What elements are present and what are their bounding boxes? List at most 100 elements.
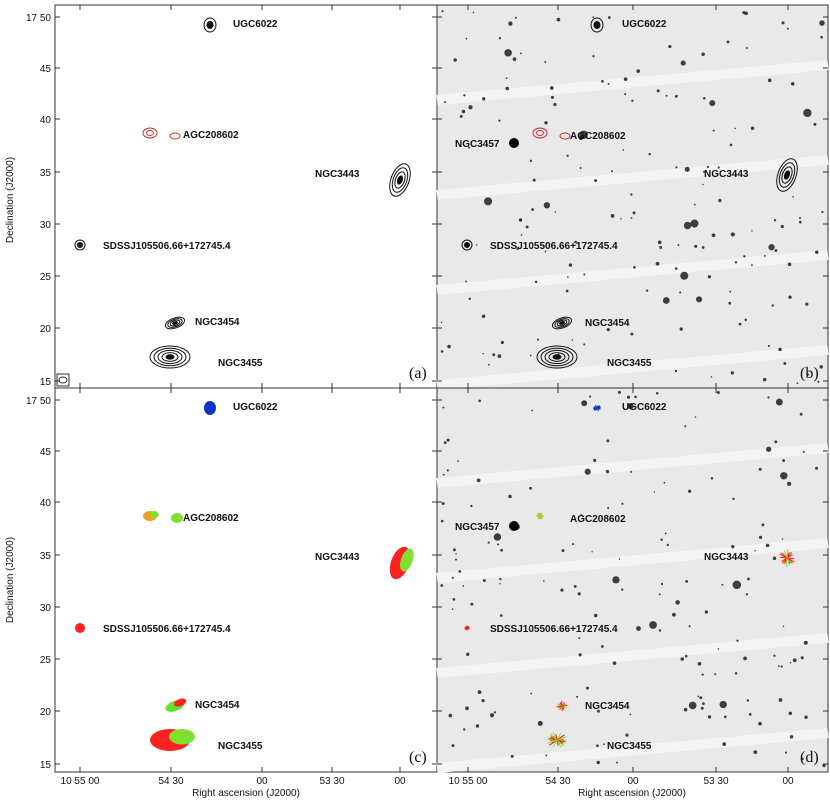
velocity-field (75, 623, 85, 633)
star (778, 348, 782, 352)
star (743, 255, 745, 257)
star (586, 687, 589, 690)
star (578, 592, 581, 595)
star (447, 469, 449, 471)
star (711, 477, 713, 479)
ra-tick-label: 53 30 (319, 776, 344, 787)
source-label: SDSSJ105506.66+172745.4 (103, 624, 231, 635)
panel-label: (d) (800, 749, 819, 766)
star (634, 396, 637, 399)
star (613, 661, 617, 665)
velocity-field (171, 513, 183, 523)
star (504, 49, 511, 56)
dec-tick-label: 30 (40, 603, 52, 614)
star (689, 625, 691, 627)
star (581, 400, 587, 406)
star (497, 543, 499, 545)
star (788, 263, 792, 267)
star (452, 577, 454, 579)
source-label: UGC6022 (233, 402, 278, 413)
star (531, 410, 533, 412)
dec-tick-label: 17 50 (26, 13, 51, 24)
star (819, 365, 822, 368)
star (557, 18, 561, 22)
star (734, 128, 736, 130)
star (822, 764, 825, 767)
star (591, 551, 592, 552)
source-label: NGC3443 (315, 169, 360, 180)
star (778, 665, 780, 667)
star (728, 302, 731, 305)
star (780, 472, 787, 479)
source-label: NGC3454 (585, 701, 630, 712)
source-label: AGC208602 (183, 513, 239, 524)
star (463, 728, 465, 730)
panel-label: (b) (800, 365, 819, 382)
velocity-field (150, 511, 159, 518)
ra-tick-label: 00 (394, 776, 406, 787)
star (804, 716, 807, 719)
panel: 17 5045403530252015(a)UGC6022AGC208602NG… (26, 5, 437, 388)
star (666, 95, 668, 97)
star (736, 640, 738, 642)
source-label: SDSSJ105506.66+172745.4 (490, 241, 618, 252)
star (774, 219, 776, 221)
star (630, 193, 632, 195)
star (776, 399, 783, 406)
star (601, 80, 604, 83)
star (707, 166, 709, 168)
star (709, 100, 715, 106)
star (607, 507, 609, 509)
star (576, 696, 578, 698)
star (608, 16, 611, 19)
star (611, 214, 615, 218)
star (633, 266, 636, 269)
star (800, 413, 803, 416)
star (509, 138, 519, 148)
contour (594, 22, 600, 29)
star (768, 79, 772, 83)
star (813, 123, 816, 126)
star (499, 578, 501, 580)
star (775, 249, 778, 252)
star (555, 211, 556, 212)
star (603, 743, 605, 745)
star (500, 614, 503, 617)
star (465, 706, 469, 710)
star (449, 714, 453, 718)
star (521, 234, 523, 236)
star (589, 396, 591, 398)
dec-tick-label: 20 (40, 707, 52, 718)
dec-tick-label: 45 (40, 64, 52, 75)
star (664, 482, 666, 484)
star (483, 579, 486, 582)
star (460, 115, 463, 118)
star (661, 583, 663, 585)
star (722, 742, 726, 746)
star (656, 262, 660, 266)
star (574, 585, 577, 588)
star (787, 482, 791, 486)
star (751, 126, 754, 129)
star (708, 275, 711, 278)
velocity-field (169, 729, 195, 744)
dec-tick-label: 30 (40, 220, 52, 231)
star (630, 333, 633, 336)
star (530, 355, 532, 357)
star (566, 155, 568, 157)
star (735, 261, 737, 263)
star (466, 653, 469, 656)
star (625, 733, 628, 736)
star (580, 167, 582, 169)
star (690, 220, 698, 228)
star (444, 101, 446, 103)
star (592, 16, 594, 18)
source-label: NGC3454 (585, 318, 630, 329)
dec-tick-label: 35 (40, 551, 52, 562)
velocity-field (204, 401, 216, 415)
panel: (b)UGC6022NGC3457AGC208602NGC3443SDSSJ10… (437, 5, 828, 388)
source-label: NGC3457 (455, 522, 500, 533)
star (790, 735, 793, 738)
star (473, 12, 475, 14)
